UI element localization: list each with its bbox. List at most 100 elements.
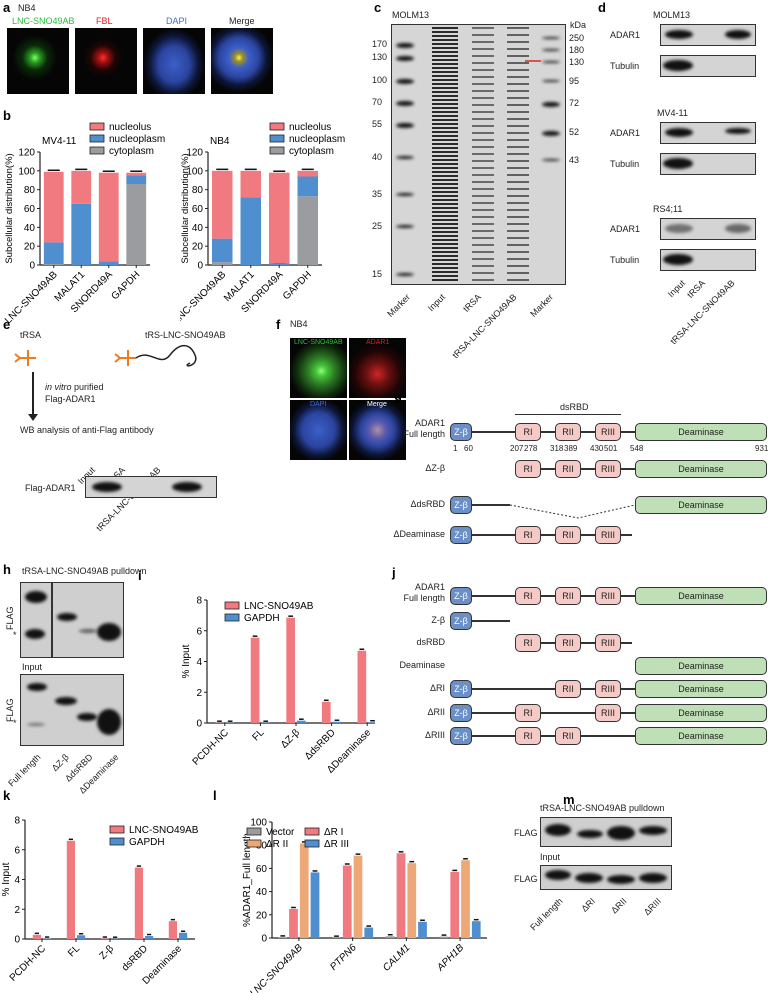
bar-nucleolus: [43, 171, 64, 243]
domain-z: Z-β: [450, 704, 472, 722]
legend-label: cytoplasm: [289, 146, 334, 157]
legend-label: cytoplasm: [109, 146, 154, 157]
row-label: Tubulin: [610, 61, 640, 71]
bar-Vector: [385, 936, 395, 938]
domain-z: Z-β: [450, 727, 472, 745]
domain-rii: RII: [555, 680, 581, 698]
construct-label: ΔRII: [427, 707, 445, 717]
domain-ri: RI: [515, 727, 541, 745]
legend-swatch: [269, 122, 285, 131]
y-tick-label: 60: [192, 204, 204, 215]
y-tick-label: 20: [192, 242, 204, 253]
panel-label-i: i: [138, 568, 142, 583]
western-blot: [660, 249, 756, 271]
legend-swatch: [269, 134, 285, 143]
domain-z: Z-β: [450, 680, 472, 698]
x-tick-label: GAPDH: [109, 269, 142, 302]
lane-label: tRSA: [685, 278, 708, 300]
row-label: FLAG: [514, 828, 538, 838]
y-tick-label: 80: [192, 185, 204, 196]
lane-label: tRSA-LNC-SNO49AB: [450, 292, 520, 361]
marker-size-right: 72: [569, 98, 580, 108]
domain-ri: RI: [515, 460, 541, 478]
y-tick-label: 4: [14, 875, 20, 886]
domain-deaminase: Deaminase: [635, 587, 767, 605]
construct-label: ADAR1: [414, 418, 445, 428]
channel-label: ADAR1: [366, 339, 390, 346]
bar-nucleolus: [98, 172, 119, 262]
western-blot: [660, 218, 756, 240]
bar-GAPDH: [77, 935, 86, 939]
construct-label: ΔDeaminase: [393, 529, 445, 539]
microscopy-image: [349, 338, 406, 398]
legend-label: nucleoplasm: [289, 134, 345, 145]
bar-nucleolus: [126, 172, 147, 176]
bar-nucleolus: [297, 170, 319, 177]
y-tick-label: 40: [192, 223, 204, 234]
bar-nucleolus: [71, 170, 92, 204]
cell-line-label: MOLM13: [653, 10, 691, 20]
construct-label: ΔZ-β: [425, 463, 445, 473]
x-tick-label: ΔZ-β: [279, 727, 302, 750]
y-tick-label: 40: [256, 887, 268, 898]
step-text: in vitro purified: [45, 382, 104, 392]
x-tick-label: PCDH-NC: [8, 943, 48, 983]
domain-riii: RIII: [595, 634, 621, 652]
input-label: Input: [540, 852, 561, 862]
x-tick-label: PTPN6: [328, 942, 359, 973]
bar-nucleolus: [240, 170, 262, 198]
bar-nucleoplasm: [268, 263, 290, 265]
residue-position: 207: [510, 444, 524, 453]
microscopy-image: [143, 28, 205, 94]
y-tick-label: 100: [250, 818, 267, 829]
legend-swatch: [304, 839, 320, 848]
bar-ΔRIII: [471, 921, 481, 938]
legend-label: nucleolus: [289, 122, 331, 133]
panel-label-j: j: [392, 565, 396, 580]
bar-LNC-SNO49AB: [250, 637, 260, 723]
legend-label: GAPDH: [129, 837, 165, 848]
y-tick-label: 0: [14, 935, 20, 946]
domain-ri: RI: [515, 634, 541, 652]
construct-label: Z-β: [431, 615, 445, 625]
panel-label-l: l: [213, 788, 217, 803]
cell-line-label: RS4;11: [653, 204, 683, 214]
marker-size-right: 52: [569, 127, 580, 137]
domain-riii: RIII: [595, 587, 621, 605]
domain-rii: RII: [555, 727, 581, 745]
microscopy-image: [290, 338, 347, 398]
legend-label: LNC-SNO49AB: [129, 825, 199, 836]
marker-band: [542, 80, 560, 82]
marker-band: [396, 43, 414, 48]
lane-label: Full length: [528, 896, 566, 933]
bar-nucleoplasm: [71, 203, 92, 265]
lane-label: Marker: [385, 292, 413, 319]
domain-rii: RII: [555, 634, 581, 652]
western-blot-input: [540, 865, 672, 890]
domain-rii: RII: [555, 587, 581, 605]
legend-swatch: [224, 601, 240, 610]
linker-line: [450, 504, 510, 506]
legend-swatch: [304, 827, 320, 836]
bar-nucleolus: [211, 170, 233, 239]
bar-cytoplasm: [126, 184, 147, 265]
bar-LNC-SNO49AB: [357, 650, 367, 723]
step-rest: purified: [71, 382, 104, 392]
marker-band: [542, 49, 560, 51]
domain-z: Z-β: [450, 587, 472, 605]
domain-ri: RI: [515, 704, 541, 722]
x-tick-label: GAPDH: [281, 269, 314, 302]
dsrbd-group-label: dsRBD: [560, 402, 589, 412]
construct-label: ΔdsRBD: [410, 499, 445, 509]
y-axis-label: %ADAR1_Full length: [242, 833, 253, 927]
domain-z: Z-β: [450, 496, 472, 514]
cell-line-label: MOLM13: [392, 10, 430, 20]
legend-label: ΔR II: [266, 839, 288, 850]
y-tick-label: 80: [256, 841, 268, 852]
bar-nucleolus: [268, 172, 290, 264]
y-tick-label: 0: [196, 719, 202, 730]
row-label: FLAG: [5, 606, 15, 630]
bar-nucleoplasm: [98, 261, 119, 265]
domain-riii: RIII: [595, 526, 621, 544]
marker-size-left: 70: [372, 97, 383, 107]
